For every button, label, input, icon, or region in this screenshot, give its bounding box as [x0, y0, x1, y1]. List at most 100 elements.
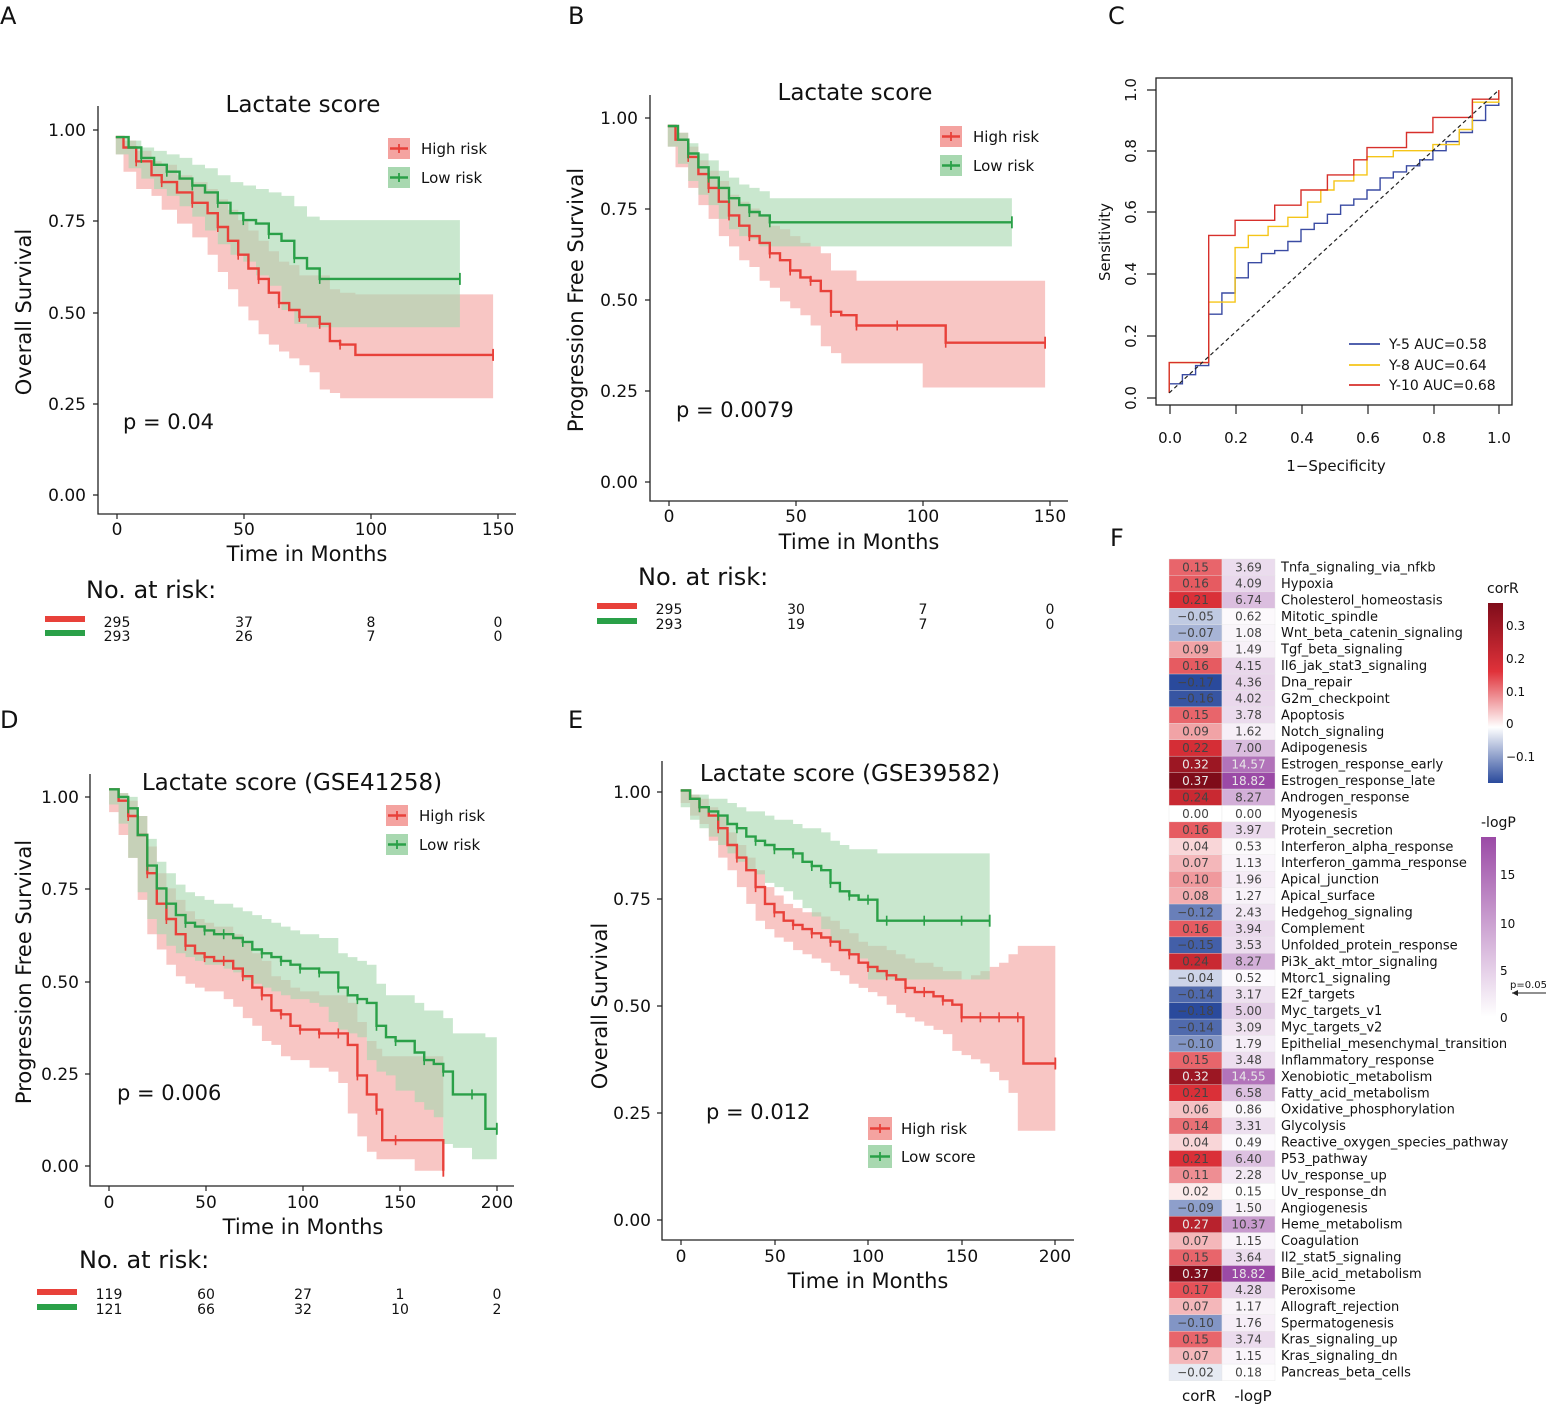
heatmap-value-corr: 0.16 — [1182, 823, 1209, 837]
heatmap-value-logp: 1.15 — [1235, 1349, 1262, 1363]
heatmap-row-label: Apoptosis — [1281, 708, 1345, 723]
panel-e-x-ticks: 0 50 100 150 200 — [676, 1240, 1071, 1267]
tick-label: 50 — [233, 520, 255, 540]
tick-label: 0.75 — [41, 880, 79, 900]
heatmap-row-label: Protein_secretion — [1281, 823, 1393, 838]
logp-legend-title: -logP — [1481, 815, 1516, 831]
risk-count: 10 — [391, 1302, 409, 1318]
heatmap-value-corr: 0.16 — [1182, 577, 1209, 591]
panel-a-axes — [97, 106, 516, 515]
p-threshold-arrowhead — [1512, 990, 1518, 996]
risk-count: 32 — [294, 1302, 312, 1318]
corr-legend-tick: 0.2 — [1506, 652, 1525, 666]
panel-d-legend: High risk Low risk — [386, 805, 485, 855]
heatmap-value-corr: 0.09 — [1182, 725, 1209, 739]
risk-key-low — [597, 618, 637, 624]
legend-label-low: Low score — [901, 1148, 976, 1166]
ci-band-low — [667, 126, 1012, 247]
heatmap-value-corr: 0.17 — [1182, 1283, 1209, 1297]
risk-count: 60 — [197, 1287, 215, 1303]
heatmap-value-logp: 3.78 — [1235, 708, 1262, 722]
heatmap-value-logp: 0.00 — [1235, 807, 1262, 821]
heatmap-value-logp: 0.62 — [1235, 610, 1262, 624]
risk-count: 0 — [494, 629, 503, 645]
tick-label: 1.00 — [613, 783, 651, 803]
panel-d-plot — [109, 788, 498, 1177]
ci-band-high — [667, 126, 1046, 388]
heatmap-value-logp: 1.50 — [1235, 1201, 1262, 1215]
heatmap-value-logp: 3.09 — [1235, 1020, 1262, 1034]
heatmap-value-logp: 8.27 — [1235, 955, 1262, 969]
tick-label: 50 — [785, 507, 807, 527]
corr-legend-title: corR — [1487, 581, 1519, 597]
km-curve-high — [680, 789, 1056, 1065]
heatmap-row-label: Kras_signaling_up — [1281, 1333, 1398, 1348]
ci-band-low — [109, 789, 497, 1160]
heatmap-row-label: Myc_targets_v1 — [1281, 1004, 1382, 1019]
heatmap-value-corr: −0.09 — [1177, 1201, 1214, 1215]
heatmap-row-label: Apical_junction — [1281, 873, 1379, 888]
panel-b-axes — [649, 95, 1068, 502]
heatmap-value-logp: 8.27 — [1235, 790, 1262, 804]
tick-label: 1.00 — [600, 109, 638, 129]
risk-count: 0 — [1046, 602, 1055, 618]
tick-label: 150 — [384, 1193, 416, 1213]
tick-marks — [657, 791, 662, 1221]
panel-letter-c: C — [1108, 2, 1125, 30]
panel-b-pvalue: p = 0.0079 — [676, 398, 794, 422]
heatmap-value-corr: 0.04 — [1182, 1135, 1209, 1149]
tick-label: 50 — [764, 1247, 786, 1267]
heatmap-row-label: Tnfa_signaling_via_nfkb — [1280, 561, 1436, 576]
panel-letter-a: A — [0, 2, 17, 30]
heatmap-value-corr: −0.07 — [1177, 626, 1214, 640]
heatmap-row-label: Estrogen_response_late — [1281, 774, 1435, 789]
heatmap-value-logp: 6.74 — [1235, 593, 1262, 607]
panel-b-y-ticks: 1.00 0.75 0.50 0.25 0.00 — [600, 109, 650, 493]
risk-table-title: No. at risk: — [638, 563, 768, 591]
legend-label-y5: Y-5 AUC=0.58 — [1388, 337, 1487, 353]
heatmap-row-label: Uv_response_up — [1281, 1168, 1387, 1183]
tick-label: 0.50 — [48, 304, 86, 324]
tick-label: 0 — [676, 1247, 687, 1267]
heatmap-cell-logp — [1221, 1363, 1276, 1381]
km-panel-e: Lactate score (GSE39582) 1.00 0.75 0.50 … — [588, 761, 1074, 1293]
heatmap-value-corr: −0.17 — [1177, 675, 1214, 689]
heatmap-value-logp: 1.79 — [1235, 1037, 1262, 1051]
risk-count: 30 — [787, 602, 805, 618]
heatmap-value-corr: −0.14 — [1177, 987, 1214, 1001]
heatmap-value-logp: 1.27 — [1235, 889, 1262, 903]
risk-count: 121 — [96, 1302, 123, 1318]
heatmap-row-label: Interferon_gamma_response — [1281, 856, 1467, 871]
heatmap-row-label: Angiogenesis — [1281, 1201, 1368, 1216]
tick-label: 0.25 — [600, 382, 638, 402]
heatmap-row-label: Myogenesis — [1281, 807, 1358, 822]
legend-label-low: Low risk — [421, 169, 482, 187]
tick-label: 150 — [482, 520, 514, 540]
risk-count: 0 — [493, 1287, 502, 1303]
heatmap-value-corr: 0.02 — [1182, 1185, 1209, 1199]
panel-e-title: Lactate score (GSE39582) — [700, 761, 1000, 787]
tick-label: 0.75 — [613, 890, 651, 910]
heatmap-value-logp: 0.52 — [1235, 971, 1262, 985]
heatmap-col-label-logp: -logP — [1234, 1387, 1271, 1404]
panel-d-x-ticks: 0 50 100 150 200 — [104, 1186, 513, 1213]
panel-a-x-label: Time in Months — [226, 542, 388, 566]
heatmap-row-label: Il2_stat5_signaling — [1281, 1251, 1401, 1266]
heatmap-row-label: Spermatogenesis — [1281, 1316, 1394, 1331]
heatmap-value-logp: 4.36 — [1235, 675, 1262, 689]
panel-b-y-label: Progression Free Survival — [564, 168, 588, 432]
panel-d-pvalue: p = 0.006 — [117, 1081, 221, 1105]
heatmap-value-corr: 0.04 — [1182, 840, 1209, 854]
ci-band-low — [680, 790, 990, 980]
tick-label: 1.0 — [1122, 78, 1140, 102]
heatmap-value-corr: 0.08 — [1182, 889, 1209, 903]
heatmap-value-logp: 3.31 — [1235, 1119, 1262, 1133]
panel-letter-e: E — [568, 706, 583, 734]
heatmap-value-corr: 0.24 — [1182, 790, 1209, 804]
heatmap-row-label: Uv_response_dn — [1281, 1185, 1387, 1200]
heatmap-value-logp: 4.02 — [1235, 692, 1262, 706]
heatmap-value-corr: −0.15 — [1177, 938, 1214, 952]
tick-label: 0.8 — [1422, 429, 1446, 447]
panel-d-title: Lactate score (GSE41258) — [142, 770, 442, 796]
